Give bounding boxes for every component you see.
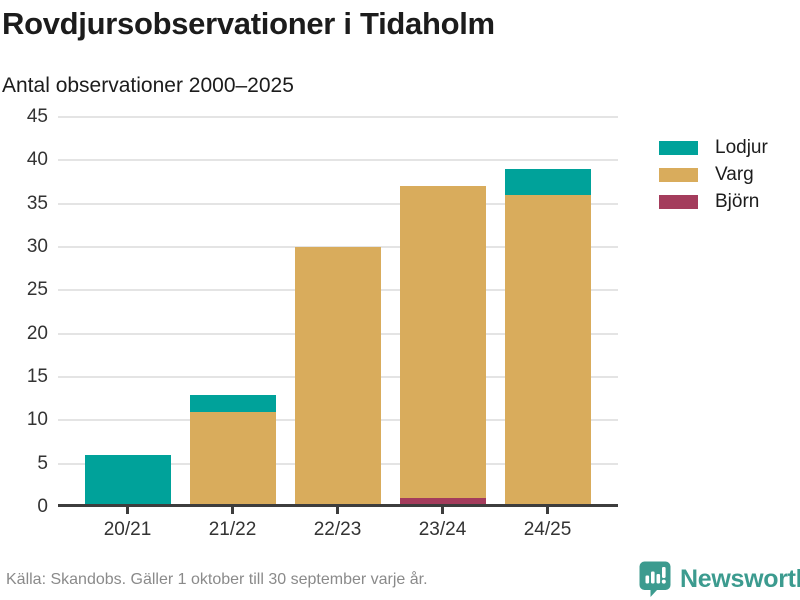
bar-segment-lodjur-21-22	[189, 395, 276, 412]
y-axis-label-20: 20	[26, 322, 48, 344]
chart-title: Rovdjursobservationer i Tidaholm	[2, 6, 495, 41]
bar-segment-lodjur-24-25	[504, 169, 591, 195]
y-axis-label-45: 45	[26, 106, 48, 127]
x-axis-label-22-23: 22/23	[313, 519, 362, 540]
x-axis-tick-21-22	[231, 507, 234, 514]
bar-segment-bj-rn-23-24	[399, 498, 486, 507]
bar-segment-varg-22-23	[294, 247, 381, 507]
y-axis-label-15: 15	[26, 366, 48, 387]
bar-segment-varg-24-25	[504, 195, 591, 507]
y-axis-label-0: 0	[37, 496, 48, 517]
y-axis-label-10: 10	[26, 409, 48, 431]
x-axis-tick-20-21	[126, 507, 129, 514]
legend-label-varg: Varg	[715, 164, 754, 185]
x-axis-tick-22-23	[336, 507, 339, 514]
gridline-45	[58, 116, 618, 118]
legend-label-bj-rn: Björn	[715, 191, 760, 212]
legend-swatch-lodjur	[659, 141, 698, 155]
legend-swatch-varg	[659, 168, 698, 182]
bar-segment-varg-23-24	[399, 186, 486, 498]
plot-area: 0 5 10 15 20 25 30 35 40 45 20/21 21/22 22/23 23/24 2…	[27, 106, 618, 540]
chart-subtitle: Antal observationer 2000–2025	[2, 74, 294, 97]
x-axis-label-24-25: 24/25	[523, 519, 572, 540]
legend: Lodjur Varg Björn	[659, 136, 768, 217]
source-note: Källa: Skandobs. Gäller 1 oktober till 3…	[6, 571, 428, 588]
y-axis-label-35: 35	[26, 192, 48, 214]
x-axis-tick-23-24	[441, 507, 444, 514]
legend-item-lodjur: Lodjur	[659, 136, 768, 160]
bar-23-24	[399, 117, 486, 507]
x-axis-label-21-22: 21/22	[208, 519, 257, 540]
gridline-35	[58, 202, 618, 205]
bar-20-21	[84, 117, 171, 507]
bar-21-22	[189, 117, 276, 507]
newsworthy-wordmark: Newsworthy	[680, 564, 800, 593]
bar-segment-lodjur-20-21	[84, 455, 171, 507]
legend-label-lodjur: Lodjur	[715, 137, 768, 158]
y-axis-label-40: 40	[26, 149, 48, 171]
legend-item-varg: Varg	[659, 163, 768, 187]
x-axis-tick-24-25	[546, 507, 549, 514]
y-axis-label-30: 30	[26, 236, 48, 257]
legend-swatch-bj-rn	[659, 195, 698, 209]
legend-item-bj-rn: Björn	[659, 190, 768, 214]
newsworthy-bubble-barchart-icon	[639, 561, 671, 597]
x-axis-label-20-21: 20/21	[103, 519, 152, 540]
x-axis-line	[58, 504, 618, 507]
newsworthy-logo: Newsworthy	[638, 560, 800, 598]
x-axis-label-23-24: 23/24	[418, 519, 467, 540]
y-axis-label-5: 5	[37, 452, 48, 474]
gridline-40	[58, 159, 618, 162]
y-axis-label-25: 25	[26, 279, 48, 301]
bar-segment-varg-21-22	[189, 412, 276, 507]
bar-24-25	[504, 117, 591, 507]
bar-22-23	[294, 117, 381, 507]
